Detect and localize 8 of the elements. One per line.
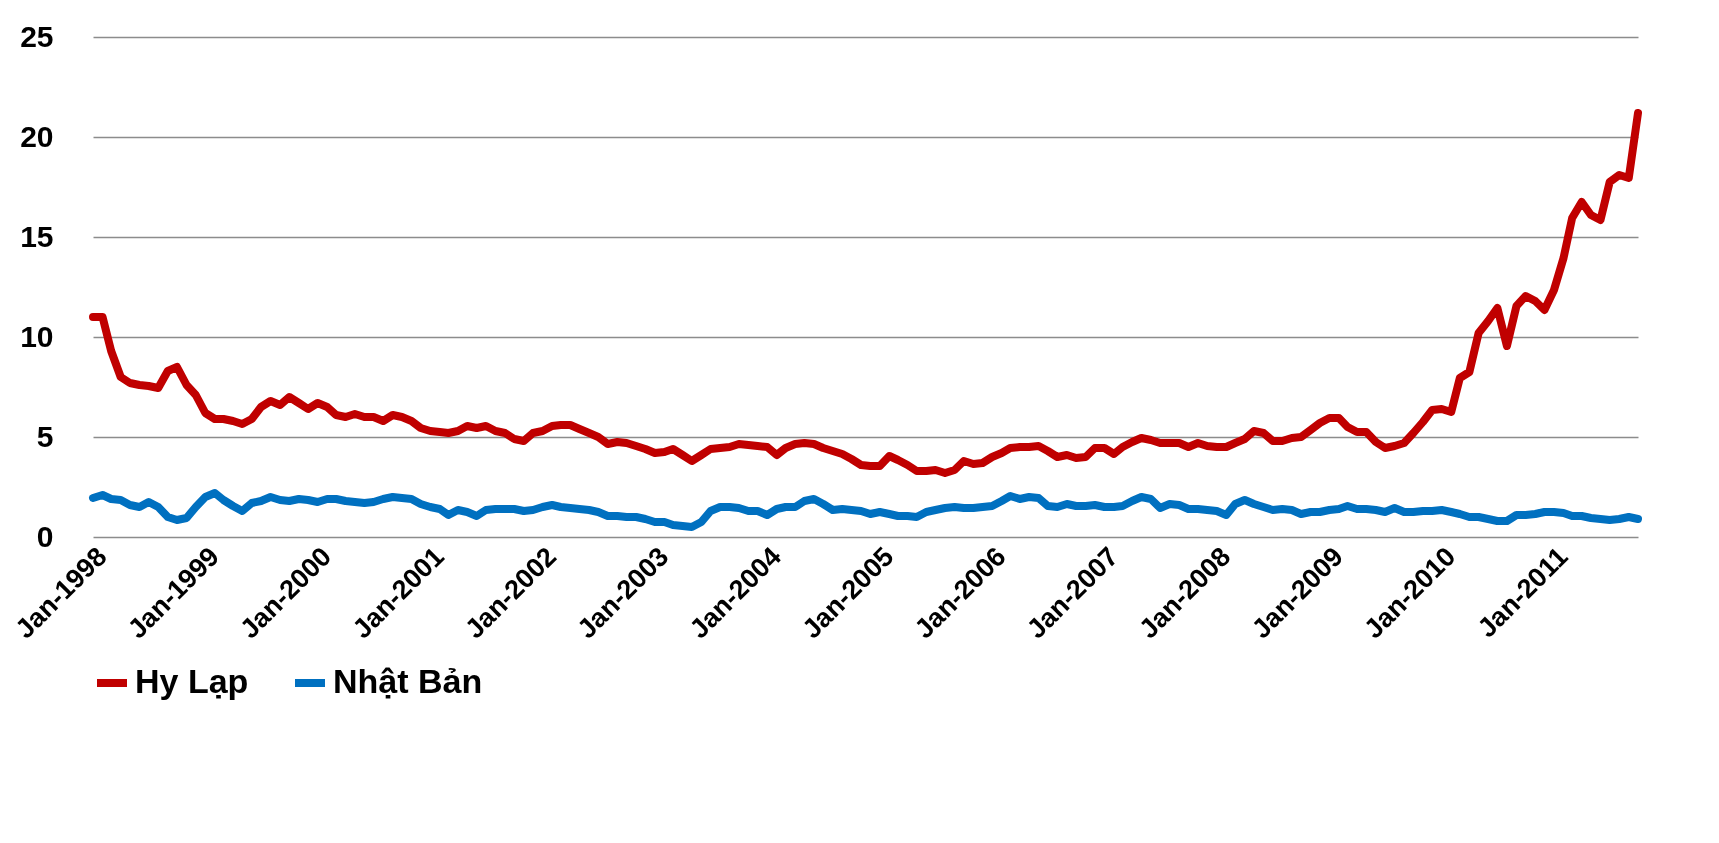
legend-label: Nhật Bản xyxy=(333,662,483,700)
legend-label: Hy Lạp xyxy=(135,662,249,700)
y-tick-label: 5 xyxy=(36,419,54,453)
y-tick-label: 20 xyxy=(20,119,54,153)
y-tick-label: 15 xyxy=(20,219,54,253)
y-tick-label: 10 xyxy=(20,319,54,353)
y-tick-label: 0 xyxy=(36,519,54,553)
y-tick-label: 25 xyxy=(20,19,54,53)
